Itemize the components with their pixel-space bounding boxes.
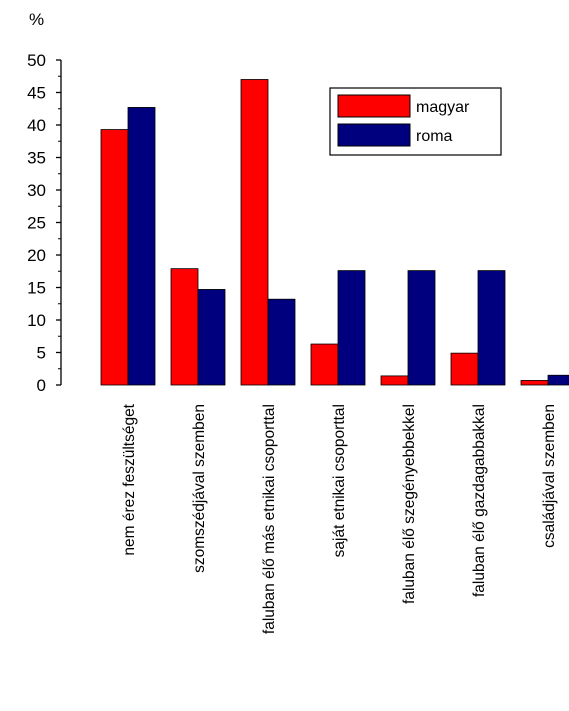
bar-roma-7: [547, 374, 569, 386]
category-label: nem érez feszültséget: [121, 403, 138, 555]
bar-magyar-1: [100, 129, 129, 386]
category-label: szomszédjával szemben: [191, 404, 208, 573]
y-axis: 0 5 10 15 20 25 30 35 40 45 50: [27, 51, 62, 395]
y-tick-label: 40: [27, 116, 46, 135]
legend-label-magyar: magyar: [416, 99, 470, 116]
bar-magyar-6: [450, 352, 479, 386]
bar-magyar-4: [310, 343, 339, 386]
bar-magyar-3: [240, 79, 269, 386]
legend: magyar roma: [329, 87, 502, 156]
y-tick-label: 10: [27, 311, 46, 330]
y-axis-unit-label: %: [29, 10, 44, 29]
category-label: faluban élő gazdagabbakkal: [471, 404, 488, 597]
y-tick-label: 25: [27, 214, 46, 233]
y-tick-label: 30: [27, 181, 46, 200]
legend-label-roma: roma: [416, 128, 453, 145]
bar-magyar-5: [380, 375, 409, 386]
y-tick-label: 35: [27, 149, 46, 168]
bar-roma-5: [407, 270, 436, 386]
bars-group: [100, 79, 569, 386]
y-tick-label: 0: [37, 376, 46, 395]
y-tick-label: 50: [27, 51, 46, 70]
legend-swatch-roma: [337, 123, 411, 147]
bar-roma-2: [197, 289, 226, 386]
category-label: családjával szemben: [541, 404, 558, 548]
category-label: faluban élő más etnikai csoporttal: [261, 404, 278, 634]
bar-roma-1: [127, 107, 156, 386]
category-labels: nem érez feszültséget szomszédjával szemb…: [121, 403, 558, 634]
legend-swatch-magyar: [337, 94, 411, 118]
bar-roma-3: [267, 298, 296, 386]
y-tick-label: 15: [27, 279, 46, 298]
y-tick-label: 45: [27, 84, 46, 103]
category-label: faluban élő szegényebbekkel: [401, 404, 418, 604]
bar-magyar-2: [170, 268, 199, 386]
y-tick-label: 5: [37, 344, 46, 363]
y-tick-label: 20: [27, 246, 46, 265]
bar-roma-6: [477, 270, 506, 386]
bar-roma-4: [337, 270, 366, 386]
bar-magyar-7: [520, 380, 549, 386]
category-label: saját etnikai csoporttal: [331, 404, 348, 557]
